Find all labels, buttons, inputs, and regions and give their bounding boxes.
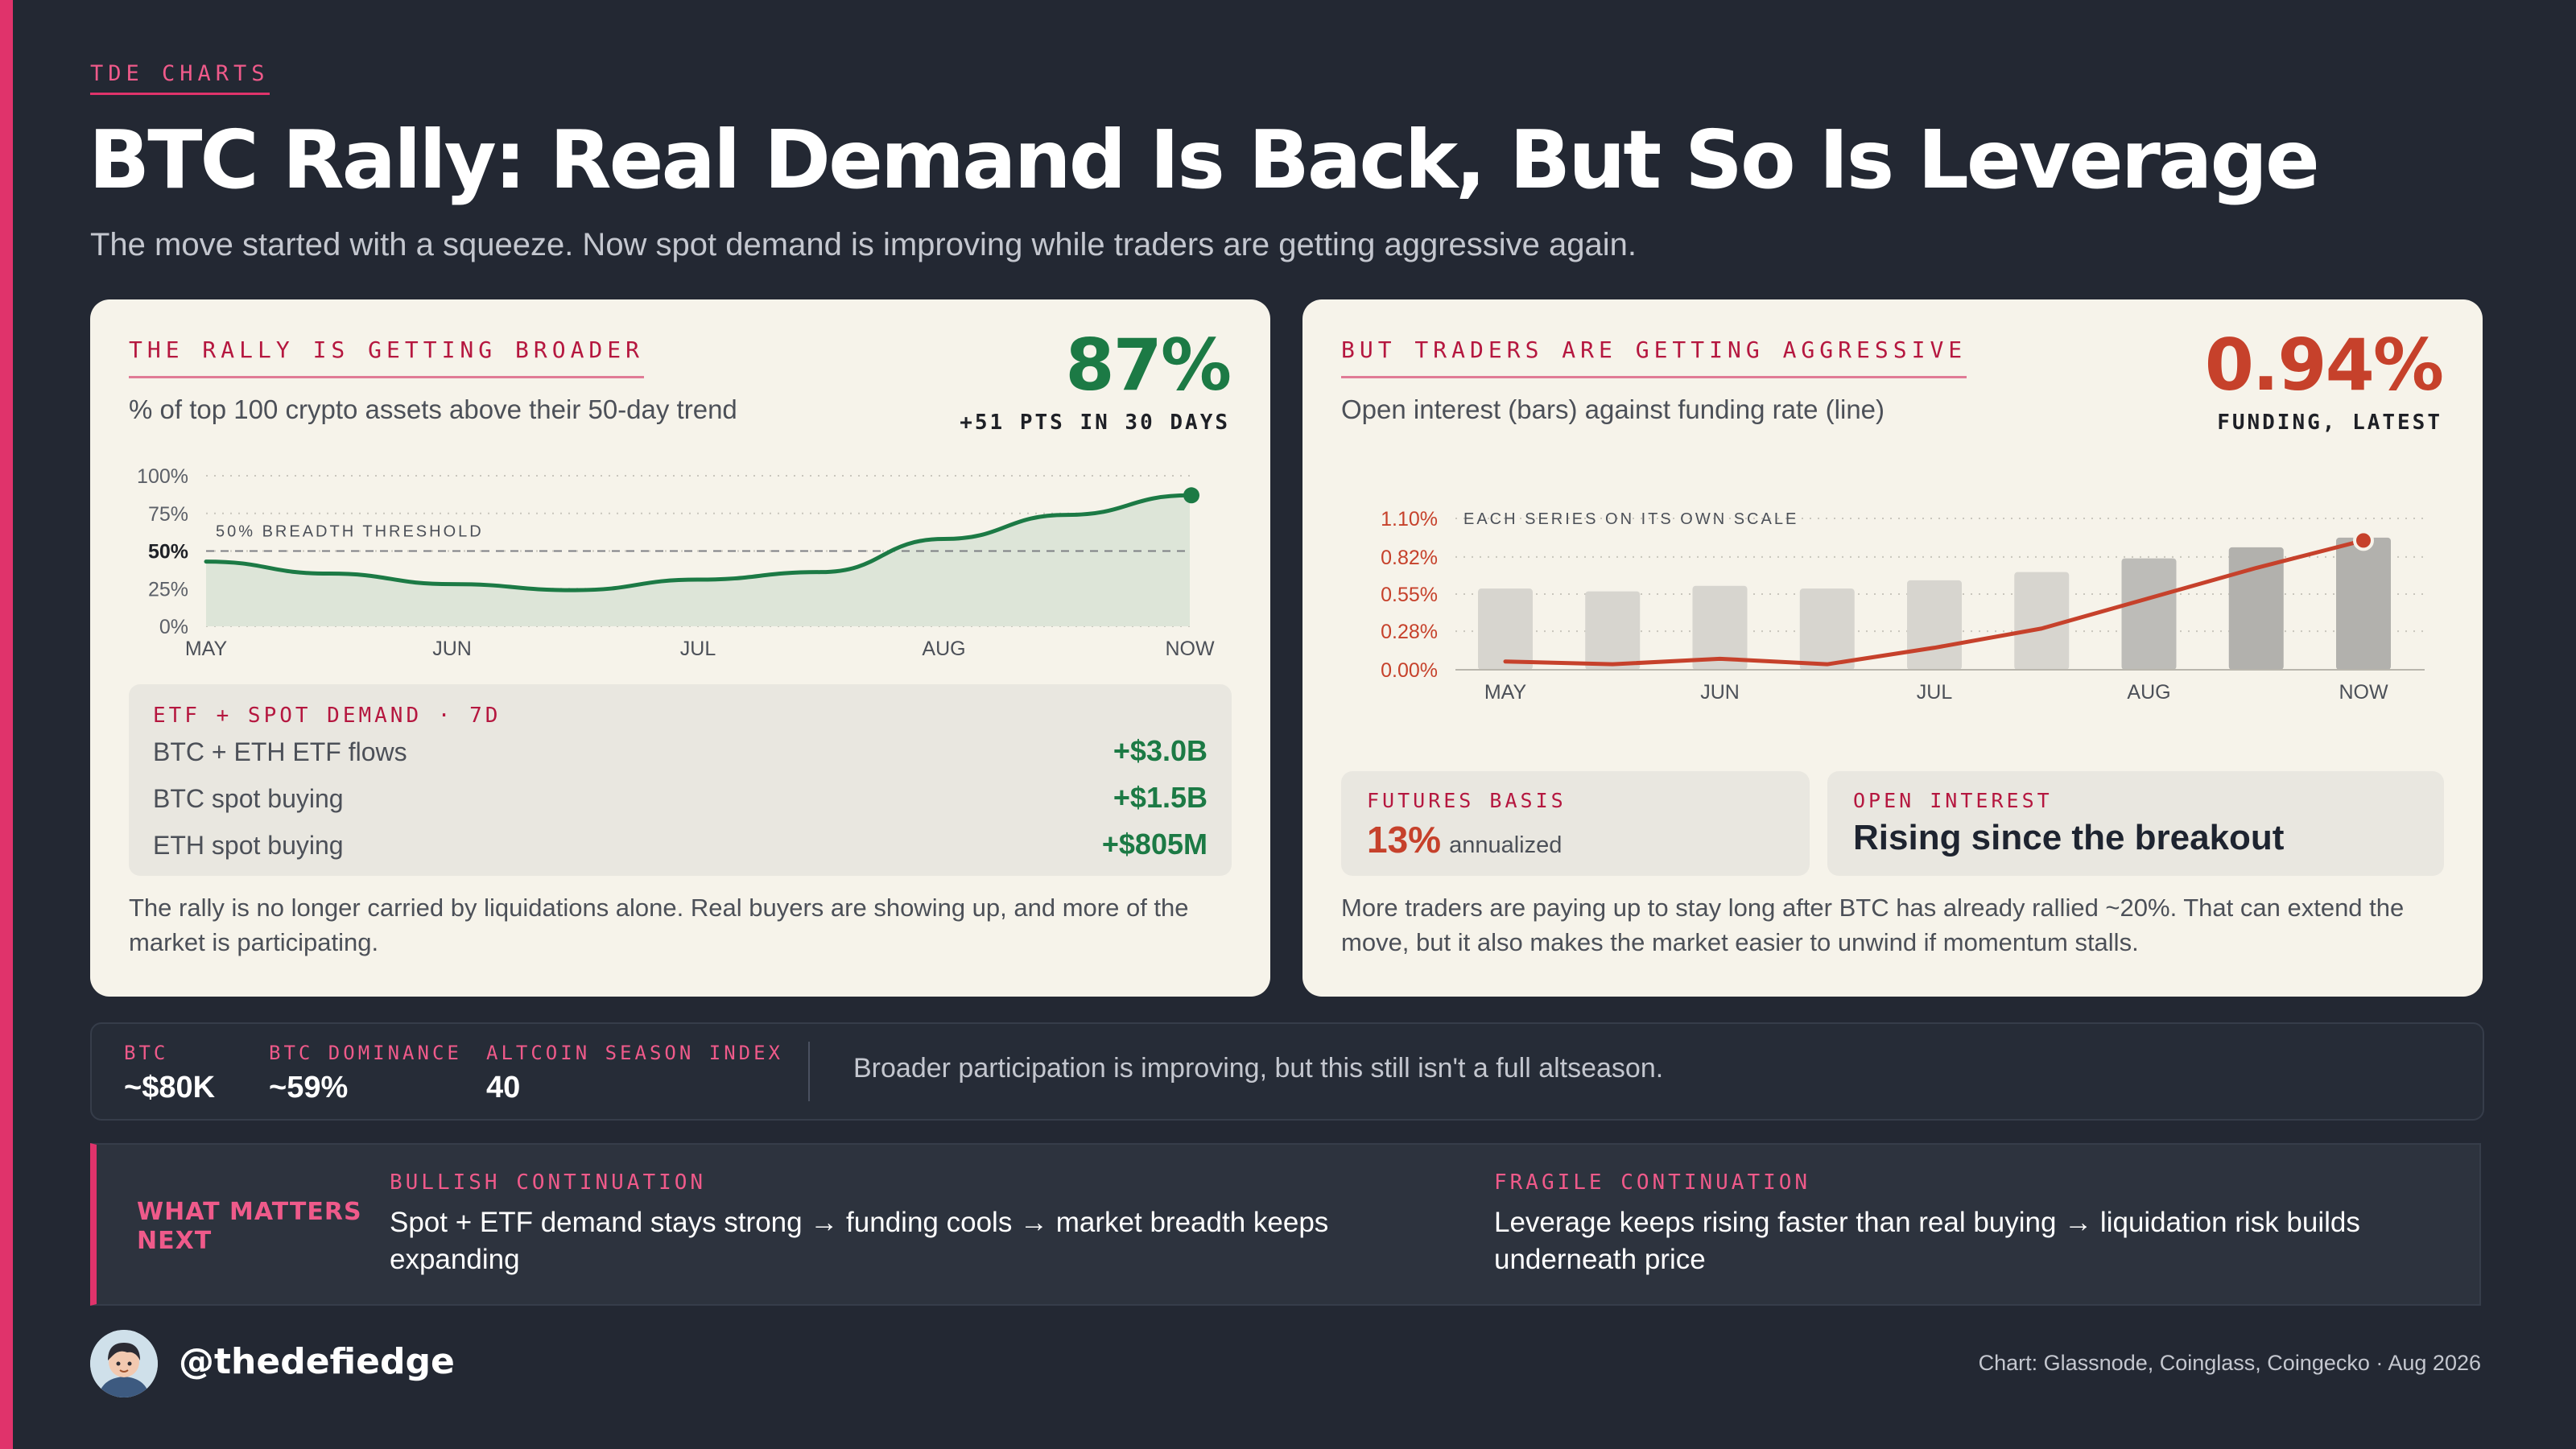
open-interest-panel: OPEN INTEREST Rising since the breakout	[1827, 771, 2444, 876]
latest-point	[1183, 487, 1199, 504]
leverage-kicker: BUT TRADERS ARE GETTING AGGRESSIVE	[1341, 336, 1967, 378]
author-handle: @thedefiedge	[179, 1341, 455, 1382]
y-tick-label: 100%	[137, 465, 188, 488]
stat-value: ~$80K	[124, 1071, 216, 1104]
scenario-title: BULLISH CONTINUATION	[390, 1170, 707, 1195]
y-tick-label: 50%	[148, 541, 188, 564]
breadth-line	[204, 493, 1192, 592]
y-tick-label: 1.10%	[1381, 508, 1438, 530]
x-tick-label: JUL	[680, 638, 716, 660]
open-interest-label: OPEN INTEREST	[1853, 789, 2053, 812]
brand-label: TDE CHARTS	[90, 61, 270, 95]
y-tick-label: 0.28%	[1381, 621, 1438, 643]
demand-row: BTC + ETH ETF flows +$3.0B	[153, 731, 1208, 771]
demand-panel: ETF + SPOT DEMAND · 7D BTC + ETH ETF flo…	[129, 684, 1232, 876]
what-matters-next-panel: WHAT MATTERS NEXT BULLISH CONTINUATION S…	[90, 1143, 2481, 1306]
x-tick-label: JUL	[1917, 681, 1953, 704]
futures-basis-value: 13%	[1367, 819, 1442, 861]
scenario-text: Spot + ETF demand stays strong → funding…	[390, 1207, 1329, 1275]
demand-row: ETH spot buying +$805M	[153, 824, 1208, 865]
open-interest-bar	[1692, 585, 1748, 670]
breadth-kicker: THE RALLY IS GETTING BROADER	[129, 336, 645, 378]
stats-divider	[808, 1042, 810, 1101]
leverage-subtitle: Open interest (bars) against funding rat…	[1341, 394, 1885, 424]
demand-title: ETF + SPOT DEMAND · 7D	[153, 704, 502, 728]
open-interest-bar	[2336, 537, 2391, 670]
stats-strip: BTC ~$80K BTC DOMINANCE ~59% ALTCOIN SEA…	[90, 1022, 2484, 1121]
stat-value: ~59%	[269, 1071, 349, 1104]
threshold-label: 50% BREADTH THRESHOLD	[216, 523, 484, 541]
x-tick-label: MAY	[1484, 681, 1527, 704]
open-interest-bar	[1907, 580, 1962, 670]
stat-btc-dominance: BTC DOMINANCE ~59%	[269, 1042, 462, 1105]
funding-big-number: 0.94%	[2204, 324, 2444, 407]
leverage-note: More traders are paying up to stay long …	[1341, 894, 2405, 956]
demand-row-label: BTC spot buying	[153, 784, 344, 813]
stat-altcoin-season: ALTCOIN SEASON INDEX 40	[486, 1042, 783, 1105]
x-tick-label: NOW	[1165, 638, 1215, 660]
y-tick-label: 0.82%	[1381, 547, 1438, 569]
x-tick-label: MAY	[185, 638, 228, 660]
demand-row-value: +$1.5B	[1113, 781, 1208, 814]
y-tick-label: 0.00%	[1381, 659, 1438, 682]
stat-label: ALTCOIN SEASON INDEX	[486, 1042, 783, 1064]
breadth-area	[206, 495, 1190, 626]
fragile-scenario: FRAGILE CONTINUATION Leverage keeps risi…	[1494, 1170, 2460, 1278]
open-interest-value: Rising since the breakout	[1853, 818, 2285, 857]
y-tick-label: 75%	[148, 503, 188, 526]
x-tick-label: AUG	[922, 638, 965, 660]
demand-row: BTC spot buying +$1.5B	[153, 778, 1208, 818]
scenario-title: FRAGILE CONTINUATION	[1494, 1170, 1811, 1195]
futures-basis-unit: annualized	[1449, 832, 1563, 858]
source-credit: Chart: Glassnode, Coinglass, Coingecko ·…	[1978, 1351, 2481, 1375]
stats-note: Broader participation is improving, but …	[853, 1053, 1664, 1084]
x-tick-label: JUN	[1700, 681, 1740, 704]
demand-row-label: ETH spot buying	[153, 831, 344, 860]
y-tick-label: 0%	[159, 616, 188, 638]
x-tick-label: AUG	[2127, 681, 2170, 704]
bullish-scenario: BULLISH CONTINUATION Spot + ETF demand s…	[390, 1170, 1404, 1278]
open-interest-bar	[2228, 547, 2284, 670]
funding-rate-line	[1503, 538, 2366, 667]
avatar	[90, 1330, 158, 1397]
open-interest-bar	[2014, 572, 2070, 670]
x-tick-label: JUN	[432, 638, 472, 660]
accent-bar	[0, 0, 13, 1449]
x-tick-label: NOW	[2339, 681, 2388, 704]
futures-basis-panel: FUTURES BASIS 13% annualized	[1341, 771, 1810, 876]
scale-note: EACH SERIES ON ITS OWN SCALE	[1463, 510, 1798, 528]
open-interest-bar	[1478, 588, 1533, 670]
demand-row-value: +$805M	[1101, 828, 1208, 861]
breadth-note: The rally is no longer carried by liquid…	[129, 894, 1189, 956]
stat-label: BTC DOMINANCE	[269, 1042, 462, 1064]
page-subtitle: The move started with a squeeze. Now spo…	[90, 227, 1637, 262]
leverage-card: BUT TRADERS ARE GETTING AGGRESSIVE Open …	[1302, 299, 2483, 997]
what-matters-next-label: WHAT MATTERS NEXT	[137, 1198, 362, 1255]
stat-btc: BTC ~$80K	[124, 1042, 215, 1105]
breadth-big-number: 87%	[1065, 324, 1232, 407]
stat-value: 40	[486, 1071, 521, 1104]
funding-caption: FUNDING, LATEST	[2217, 411, 2442, 435]
latest-funding-point	[2353, 530, 2374, 551]
scenario-text: Leverage keeps rising faster than real b…	[1494, 1207, 2360, 1275]
breadth-card: THE RALLY IS GETTING BROADER % of top 10…	[90, 299, 1270, 997]
futures-basis-value-row: 13% annualized	[1367, 818, 1562, 861]
breadth-subtitle: % of top 100 crypto assets above their 5…	[129, 394, 737, 424]
y-tick-label: 0.55%	[1381, 584, 1438, 606]
open-interest-bar	[1585, 591, 1641, 670]
demand-row-value: +$3.0B	[1113, 734, 1208, 767]
open-interest-bar	[1799, 588, 1855, 670]
y-tick-label: 25%	[148, 578, 188, 601]
page-title: BTC Rally: Real Demand Is Back, But So I…	[89, 113, 2320, 207]
stat-label: BTC	[124, 1042, 169, 1064]
open-interest-bar	[2121, 558, 2177, 670]
breadth-change: +51 PTS IN 30 DAYS	[960, 411, 1230, 435]
futures-basis-label: FUTURES BASIS	[1367, 789, 1567, 812]
demand-row-label: BTC + ETH ETF flows	[153, 737, 407, 766]
